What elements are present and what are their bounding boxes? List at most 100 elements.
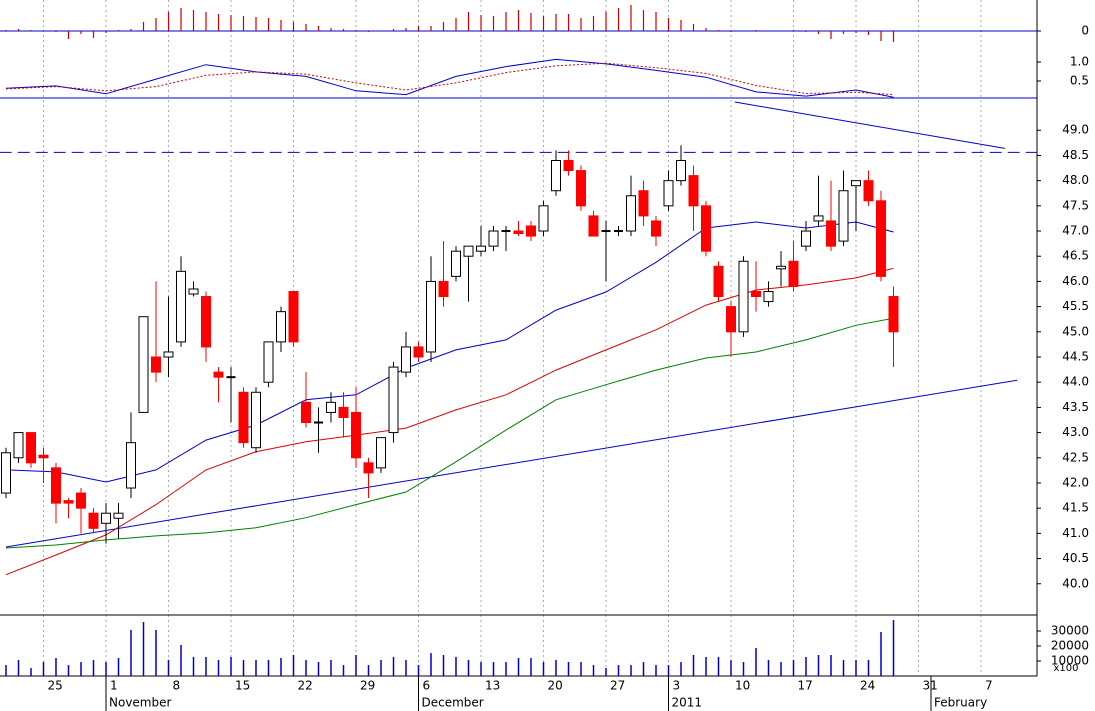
candle-body [188, 288, 199, 295]
candle-body [426, 280, 436, 353]
candle-body [801, 230, 811, 247]
x-tick-label: 22 [298, 679, 313, 693]
candle-body [138, 316, 149, 413]
candle-body [626, 195, 636, 232]
x-tick-label: 7 [985, 679, 993, 693]
candle-body [826, 220, 836, 247]
y-tick-label: 47.5 [1062, 198, 1089, 212]
candle-body [276, 311, 286, 343]
y-tick-label: 46.0 [1062, 274, 1089, 288]
candle-body [738, 260, 749, 333]
candle-body [126, 442, 136, 489]
y-tick-label: 40.5 [1062, 551, 1089, 565]
candle-body [788, 260, 799, 287]
x-tick-label: 6 [423, 679, 431, 693]
x-tick-label: 8 [173, 679, 181, 693]
candle-body [576, 170, 586, 207]
x-tick-label: 25 [48, 679, 63, 693]
candle-body [51, 467, 61, 504]
x-tick-label: 20 [548, 679, 563, 693]
candle-body [663, 180, 674, 207]
candle-body [113, 512, 124, 519]
x-tick-label: 24 [860, 679, 875, 693]
candle-body [763, 290, 774, 303]
candle-body [563, 159, 574, 172]
candle-body [101, 512, 111, 524]
candle-body [888, 296, 899, 333]
candle-body [438, 280, 449, 298]
candle-body [638, 190, 649, 217]
candle-body [551, 159, 561, 192]
y-tick-label: 43.0 [1062, 425, 1089, 439]
candle-body [813, 215, 824, 222]
candle-body [751, 290, 761, 298]
candle-body [488, 230, 499, 247]
candle-body [588, 215, 599, 237]
y-tick-label: 40.0 [1062, 576, 1089, 590]
candle-body [526, 225, 536, 237]
x-tick-label: 27 [610, 679, 625, 693]
candle-body [151, 356, 161, 373]
candle-body [288, 290, 299, 343]
candle-body [376, 437, 386, 469]
y-tick-label: 48.0 [1062, 173, 1089, 187]
x-tick-label: 3 [673, 679, 681, 693]
candle-body [851, 180, 861, 187]
candle-body [76, 492, 86, 509]
candle-body [863, 180, 874, 202]
candle-body [476, 245, 486, 252]
candle-body [38, 454, 49, 459]
candle-body [163, 351, 174, 358]
candle-body [363, 462, 374, 474]
candle-body [451, 250, 461, 277]
y-tick-label: 48.5 [1062, 148, 1089, 162]
candle-body [26, 432, 36, 464]
y-tick-label: 46.5 [1062, 249, 1089, 263]
candle-body [263, 341, 274, 383]
candle-body [338, 406, 349, 418]
y-tick-label: 47.0 [1062, 224, 1089, 238]
candle-body [238, 391, 249, 444]
y-tick-label: 1.0 [1070, 55, 1089, 69]
y-tick-label: 10000 [1051, 654, 1089, 668]
candle-body [713, 265, 724, 298]
candle-body [838, 190, 849, 242]
candle-body [351, 411, 361, 459]
candle-body [776, 265, 786, 270]
x-tick-label: 15 [235, 679, 250, 693]
macd-line [5, 58, 894, 98]
x-tick-label: 29 [360, 679, 375, 693]
x-tick-label: 13 [485, 679, 500, 693]
month-label: December [422, 696, 484, 710]
x-tick-label: 1 [110, 679, 118, 693]
candle-body [63, 500, 74, 504]
y-tick-label: 41.5 [1062, 501, 1089, 515]
candle-body [326, 401, 336, 413]
y-tick-label: 45.5 [1062, 299, 1089, 313]
candle-body [88, 512, 99, 529]
y-tick-label: 44.0 [1062, 375, 1089, 389]
candle-body [651, 220, 661, 237]
candle-body [538, 205, 549, 232]
candle-body [301, 401, 311, 424]
y-tick-label: 44.5 [1062, 350, 1089, 364]
y-tick-label: 30000 [1051, 624, 1089, 638]
x-tick-label: 10 [735, 679, 750, 693]
y-tick-label: 20000 [1051, 639, 1089, 653]
x-tick-label: 17 [798, 679, 813, 693]
month-label: 2011 [672, 696, 703, 710]
candle-body [876, 200, 886, 277]
candle-body [1, 452, 11, 494]
candle-body [413, 346, 424, 358]
y-tick-label: 45.0 [1062, 324, 1089, 338]
candle-body [726, 306, 736, 333]
moving-average [5, 221, 894, 483]
y-tick-label: 41.0 [1062, 526, 1089, 540]
candle-body [201, 296, 211, 348]
moving-average [5, 317, 894, 549]
y-tick-label: 49.0 [1062, 123, 1089, 137]
candle-body [701, 205, 711, 252]
